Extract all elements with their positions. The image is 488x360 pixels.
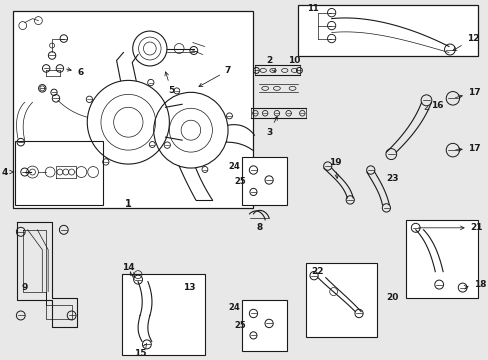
Bar xyxy=(241,300,286,351)
Text: 14: 14 xyxy=(122,263,134,277)
Text: 4: 4 xyxy=(1,167,14,176)
Text: 8: 8 xyxy=(256,223,262,232)
Text: 25: 25 xyxy=(233,177,245,186)
Text: 25: 25 xyxy=(233,321,245,330)
Text: 18: 18 xyxy=(463,280,486,289)
Text: 6: 6 xyxy=(66,68,83,77)
Text: 19: 19 xyxy=(328,158,341,178)
Text: 15: 15 xyxy=(134,344,146,358)
Text: 23: 23 xyxy=(385,174,398,183)
Bar xyxy=(15,141,102,205)
Text: 20: 20 xyxy=(386,293,398,302)
Text: 9: 9 xyxy=(21,283,28,292)
Text: 24: 24 xyxy=(227,162,239,171)
Text: 17: 17 xyxy=(455,144,480,153)
Text: 1: 1 xyxy=(125,199,131,209)
Text: 7: 7 xyxy=(199,66,231,87)
Text: 16: 16 xyxy=(424,101,443,110)
Bar xyxy=(298,5,477,57)
Bar xyxy=(122,274,204,355)
Text: 5: 5 xyxy=(164,72,174,95)
Text: 10: 10 xyxy=(288,56,300,65)
Text: 24: 24 xyxy=(227,303,239,312)
Text: 3: 3 xyxy=(265,117,277,137)
Text: 11: 11 xyxy=(306,4,318,13)
Bar xyxy=(305,263,376,337)
Text: 21: 21 xyxy=(418,223,482,232)
Text: 17: 17 xyxy=(455,88,480,98)
Text: 22: 22 xyxy=(311,267,324,276)
Bar xyxy=(13,11,253,208)
Bar xyxy=(405,220,477,298)
Text: 13: 13 xyxy=(183,283,195,292)
Bar xyxy=(241,157,286,205)
Text: 12: 12 xyxy=(452,34,478,51)
Text: 2: 2 xyxy=(265,56,275,72)
